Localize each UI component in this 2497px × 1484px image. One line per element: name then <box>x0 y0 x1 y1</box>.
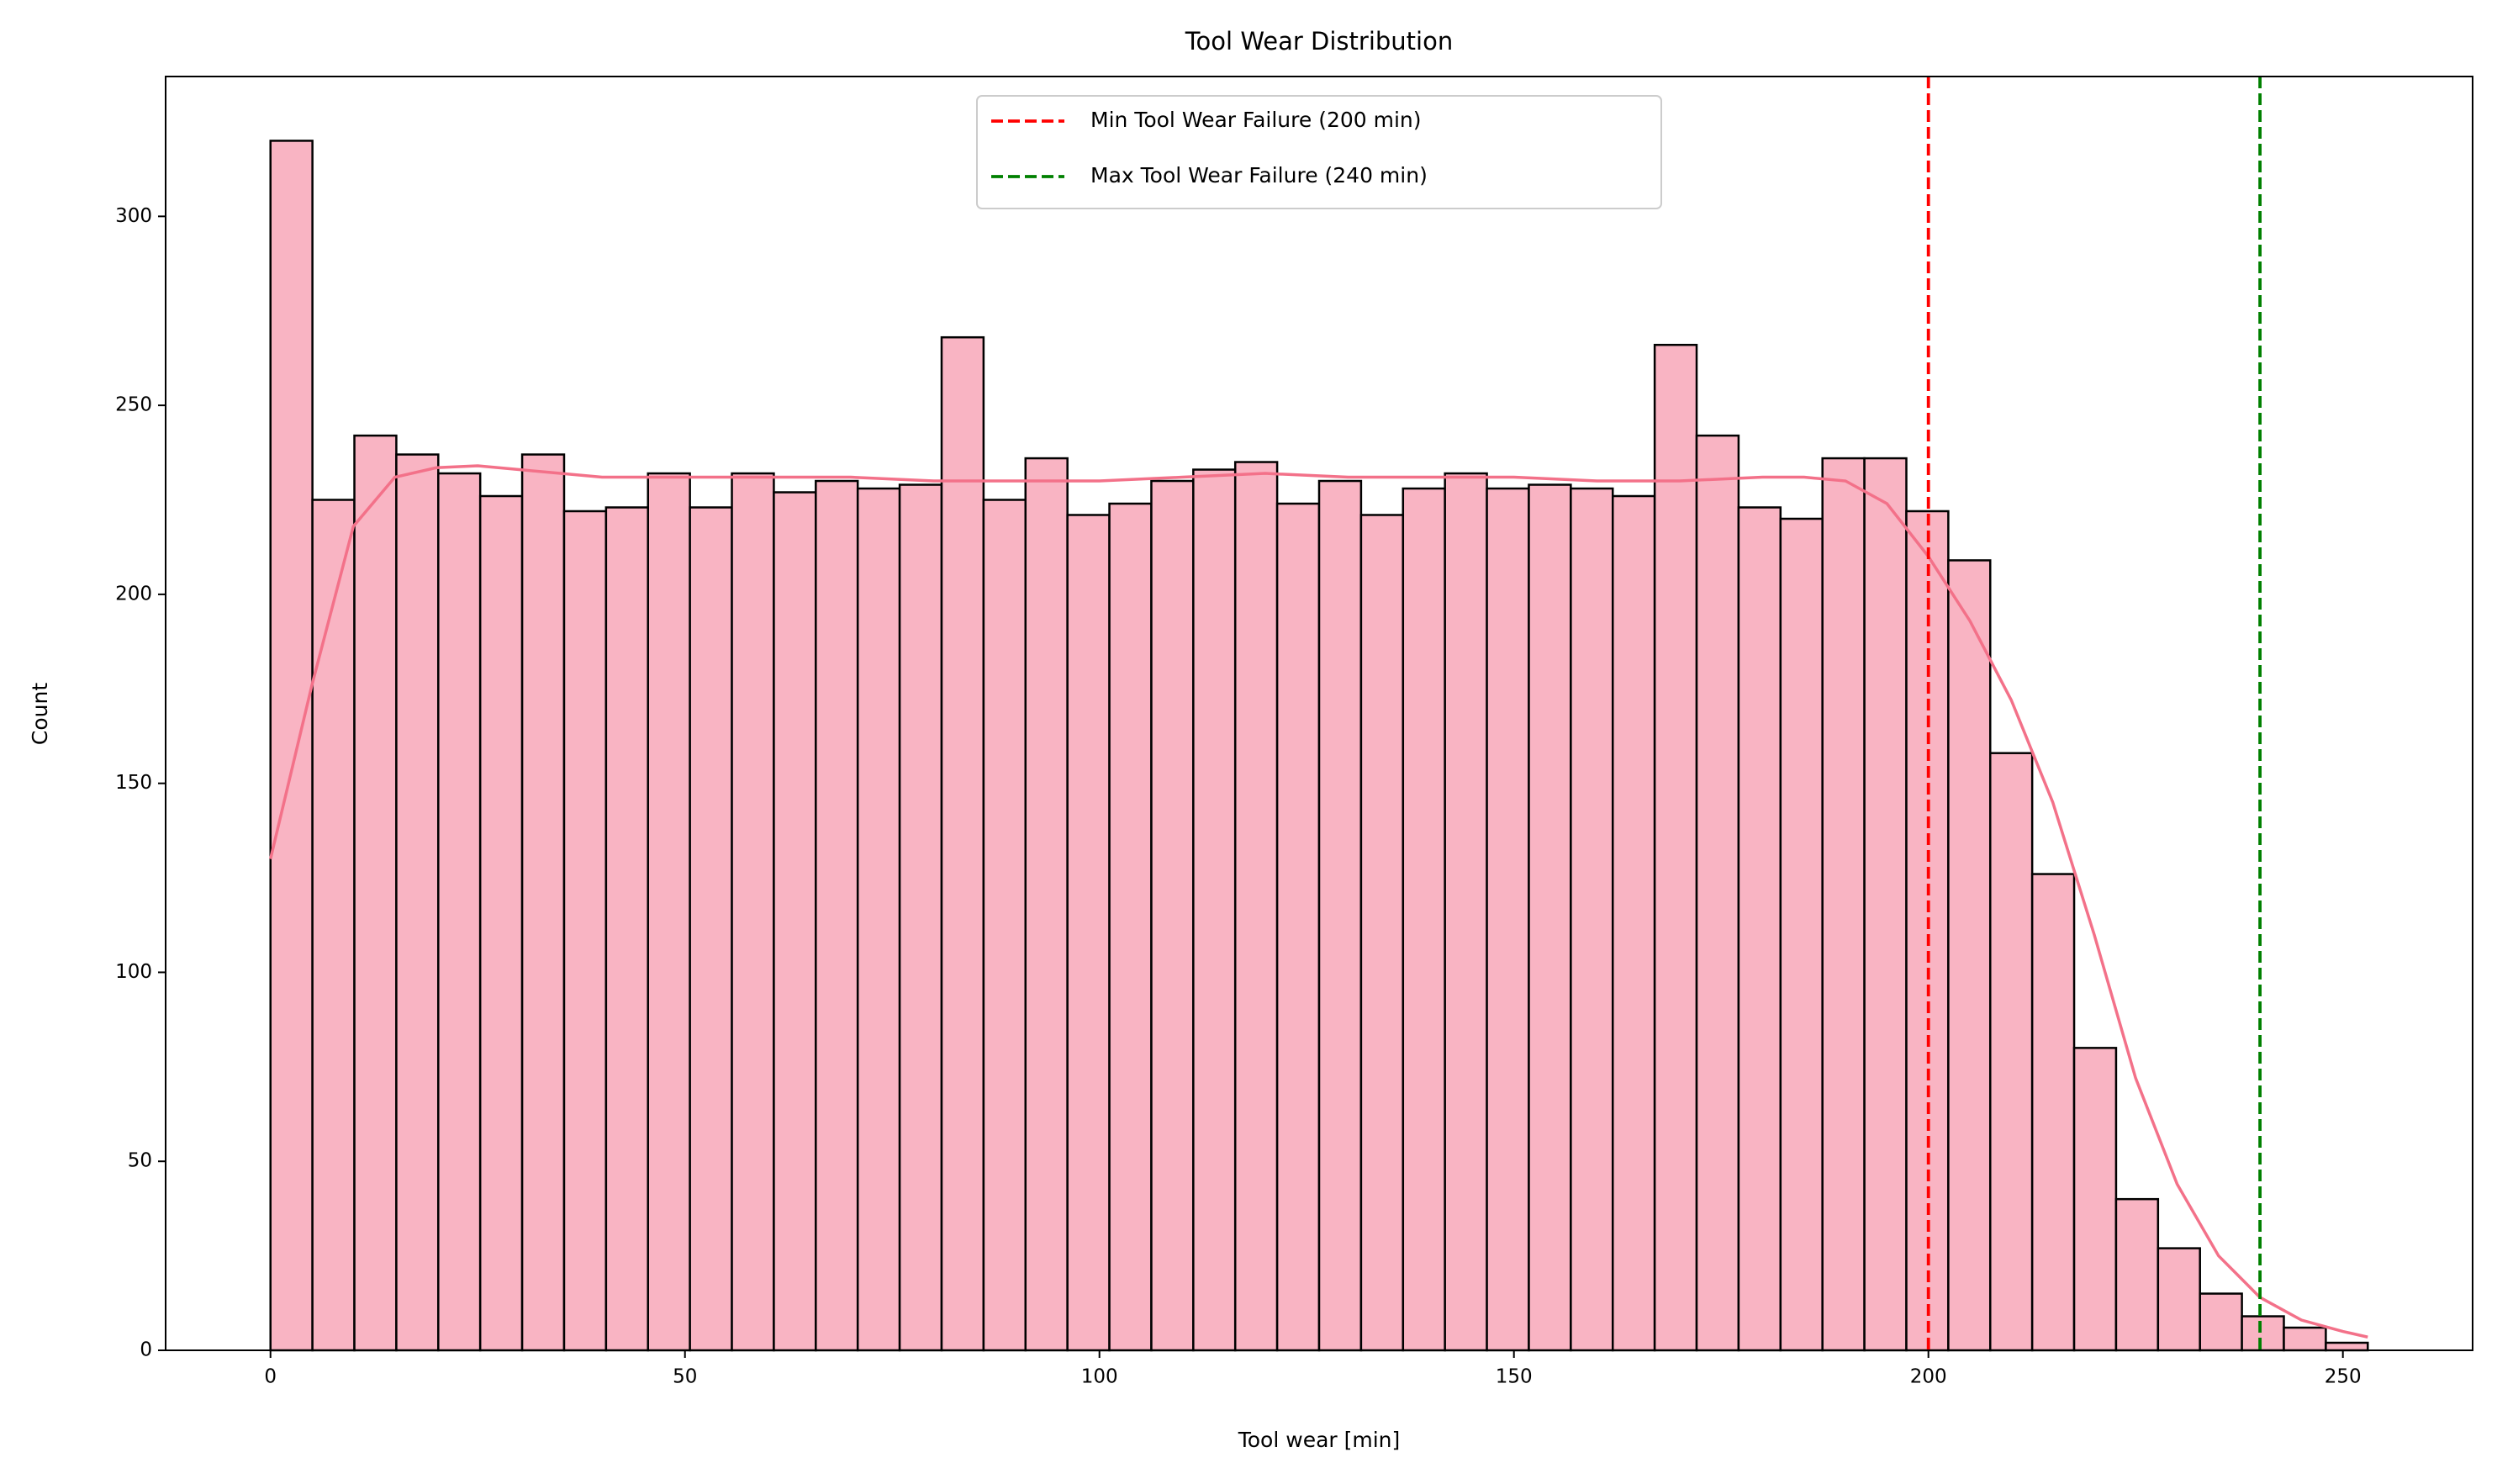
bar <box>1486 487 1530 1352</box>
bar <box>562 510 608 1352</box>
bar <box>1695 434 1740 1352</box>
bar <box>731 472 775 1352</box>
bar <box>1779 517 1824 1352</box>
legend-box <box>976 95 1662 209</box>
bar <box>2114 1197 2160 1352</box>
y-tick-label: 200 <box>115 583 152 605</box>
bar <box>2283 1326 2327 1352</box>
bar <box>520 453 566 1352</box>
bar <box>269 140 314 1352</box>
bar <box>1863 457 1908 1352</box>
bar <box>1150 479 1195 1352</box>
x-axis-label: Tool wear [min] <box>1238 1428 1401 1452</box>
bar <box>898 483 943 1352</box>
y-axis-label: Count <box>28 683 52 745</box>
x-tick-label: 200 <box>1910 1366 1947 1388</box>
bar <box>2072 1047 2118 1352</box>
bar <box>689 506 733 1352</box>
y-tick-label: 100 <box>115 961 152 983</box>
bar <box>2156 1247 2201 1352</box>
chart-title: Tool Wear Distribution <box>1185 27 1453 55</box>
bar <box>1066 514 1111 1352</box>
x-tick-label: 100 <box>1081 1366 1118 1388</box>
y-tick-label: 250 <box>115 394 152 416</box>
bar <box>2241 1315 2285 1352</box>
bar <box>604 506 649 1352</box>
bar <box>940 335 985 1352</box>
bar <box>1444 472 1488 1352</box>
bar <box>353 434 398 1352</box>
x-tick-label: 0 <box>264 1366 277 1388</box>
bar <box>982 499 1027 1352</box>
bar <box>1570 487 1614 1352</box>
bar <box>1192 468 1237 1352</box>
bar <box>1989 752 2034 1352</box>
bar <box>815 479 859 1352</box>
bar <box>1233 461 1279 1352</box>
bar <box>1359 514 1405 1352</box>
bar <box>1611 494 1656 1352</box>
x-tick-label: 150 <box>1496 1366 1533 1388</box>
bar <box>1402 487 1446 1352</box>
bar <box>1024 457 1069 1352</box>
bar <box>1821 457 1866 1352</box>
bar <box>773 491 817 1352</box>
bar <box>2030 873 2076 1352</box>
bar <box>311 499 356 1352</box>
bar <box>1108 502 1153 1352</box>
bar <box>437 472 482 1352</box>
axes-frame <box>165 76 2473 1351</box>
bar <box>1737 506 1782 1352</box>
legend-label: Min Tool Wear Failure (200 min) <box>1090 108 1422 132</box>
bar <box>1317 479 1363 1352</box>
bar <box>2199 1292 2243 1352</box>
bar <box>1528 483 1572 1352</box>
y-tick-label: 0 <box>140 1339 152 1361</box>
bar <box>2325 1341 2369 1352</box>
bar <box>478 494 524 1352</box>
bar <box>1653 343 1698 1352</box>
y-tick-label: 50 <box>128 1150 152 1172</box>
bar <box>647 472 691 1352</box>
bar <box>856 487 901 1352</box>
y-tick-label: 150 <box>115 772 152 794</box>
y-tick-label: 300 <box>115 205 152 227</box>
x-tick-label: 50 <box>673 1366 697 1388</box>
bar <box>1947 559 1992 1352</box>
x-tick-label: 250 <box>2325 1366 2362 1388</box>
bar <box>395 453 440 1352</box>
bar <box>1275 502 1321 1352</box>
legend-label: Max Tool Wear Failure (240 min) <box>1090 163 1428 187</box>
kde-line <box>269 464 2368 1339</box>
